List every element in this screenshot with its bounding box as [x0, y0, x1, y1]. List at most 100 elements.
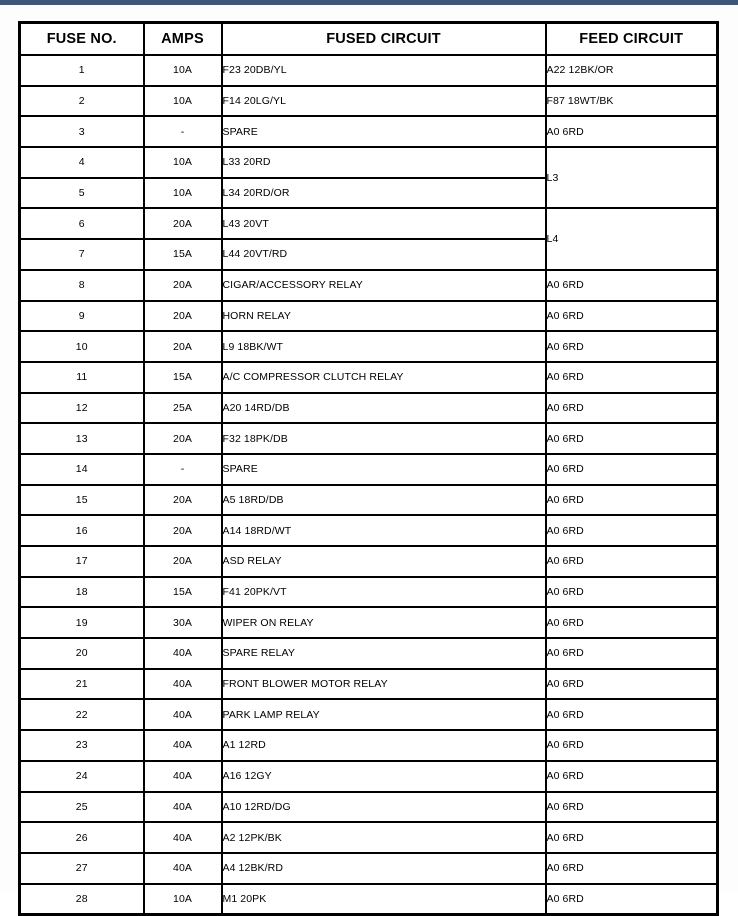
- table-row: 1 10A F23 20DB/YL A22 12BK/OR: [18, 54, 719, 87]
- cell-fused-circuit: WIPER ON RELAY: [220, 606, 547, 640]
- cell-feed-circuit: A0 6RD: [544, 330, 719, 363]
- cell-amps: 10A: [142, 84, 223, 118]
- cell-fuse-no: 2: [18, 84, 145, 118]
- cell-fuse-no: 28: [18, 882, 145, 916]
- cell-amps: 15A: [142, 575, 223, 609]
- table-row: 12 25A A20 14RD/DB A0 6RD: [18, 391, 719, 425]
- cell-amps: 15A: [142, 360, 223, 394]
- column-header-fuse-no: FUSE NO.: [18, 21, 145, 56]
- table-row: 18 15A F41 20PK/VT A0 6RD: [18, 575, 719, 609]
- table-row: 17 20A ASD RELAY A0 6RD: [18, 545, 719, 578]
- cell-amps: 20A: [142, 299, 223, 333]
- cell-fuse-no: 11: [18, 360, 145, 394]
- cell-amps: 40A: [142, 851, 223, 885]
- table-row: 28 10A M1 20PK A0 6RD: [18, 882, 719, 916]
- cell-feed-circuit: A0 6RD: [544, 698, 719, 732]
- table-row: 2 10A F14 20LG/YL F87 18WT/BK: [18, 84, 719, 118]
- cell-fuse-no: 23: [18, 729, 145, 762]
- cell-amps: 20A: [142, 422, 223, 455]
- table-row: 15 20A A5 18RD/DB A0 6RD: [18, 483, 719, 517]
- cell-feed-circuit: A0 6RD: [544, 483, 719, 517]
- table-row: 9 20A HORN RELAY A0 6RD: [18, 299, 719, 333]
- cell-fused-circuit: ASD RELAY: [220, 545, 547, 578]
- cell-fused-circuit: A16 12GY: [220, 759, 547, 793]
- cell-fused-circuit: SPARE: [220, 115, 547, 149]
- cell-feed-circuit: A0 6RD: [544, 452, 719, 486]
- cell-fuse-no: 17: [18, 545, 145, 578]
- table-row: 19 30A WIPER ON RELAY A0 6RD: [18, 606, 719, 640]
- cell-fuse-no: 26: [18, 821, 145, 854]
- cell-feed-circuit-merged: L4: [544, 207, 719, 271]
- cell-feed-circuit: A0 6RD: [544, 882, 719, 916]
- cell-amps: 10A: [142, 54, 223, 87]
- cell-fused-circuit: A14 18RD/WT: [220, 514, 547, 547]
- cell-fused-circuit: L9 18BK/WT: [220, 330, 547, 363]
- fuse-table-container: FUSE NO. AMPS FUSED CIRCUIT FEED CIRCUIT…: [18, 21, 719, 916]
- cell-amps: 10A: [142, 882, 223, 916]
- cell-amps: 20A: [142, 268, 223, 302]
- cell-fused-circuit: F23 20DB/YL: [220, 54, 547, 87]
- cell-feed-circuit: A0 6RD: [544, 360, 719, 394]
- cell-feed-circuit: F87 18WT/BK: [544, 84, 719, 118]
- cell-fused-circuit: A1 12RD: [220, 729, 547, 762]
- cell-amps: 40A: [142, 821, 223, 854]
- table-row: 26 40A A2 12PK/BK A0 6RD: [18, 821, 719, 854]
- cell-fuse-no: 5: [18, 176, 145, 210]
- table-row: 8 20A CIGAR/ACCESSORY RELAY A0 6RD: [18, 268, 719, 302]
- cell-feed-circuit: A0 6RD: [544, 575, 719, 609]
- cell-amps: 40A: [142, 637, 223, 670]
- cell-amps: 40A: [142, 698, 223, 732]
- cell-amps: 20A: [142, 545, 223, 578]
- cell-fuse-no: 15: [18, 483, 145, 517]
- table-row: 10 20A L9 18BK/WT A0 6RD: [18, 330, 719, 363]
- cell-fused-circuit: FRONT BLOWER MOTOR RELAY: [220, 667, 547, 701]
- cell-fused-circuit: F41 20PK/VT: [220, 575, 547, 609]
- cell-fused-circuit: L44 20VT/RD: [220, 238, 547, 271]
- cell-fuse-no: 18: [18, 575, 145, 609]
- cell-fused-circuit: F32 18PK/DB: [220, 422, 547, 455]
- cell-fuse-no: 6: [18, 207, 145, 241]
- cell-amps: 15A: [142, 238, 223, 271]
- table-row: 21 40A FRONT BLOWER MOTOR RELAY A0 6RD: [18, 667, 719, 701]
- table-body: 1 10A F23 20DB/YL A22 12BK/OR 2 10A F14 20LG/Y…: [18, 54, 719, 916]
- cell-amps: -: [142, 452, 223, 486]
- cell-fused-circuit: L34 20RD/OR: [220, 176, 547, 210]
- cell-fuse-no: 12: [18, 391, 145, 425]
- table-row: 22 40A PARK LAMP RELAY A0 6RD: [18, 698, 719, 732]
- column-header-fused-circuit: FUSED CIRCUIT: [220, 21, 547, 56]
- cell-fused-circuit: A20 14RD/DB: [220, 391, 547, 425]
- table-row: 27 40A A4 12BK/RD A0 6RD: [18, 851, 719, 885]
- table-row: 3- SPARE A0 6RD: [18, 115, 719, 149]
- table-header: FUSE NO. AMPS FUSED CIRCUIT FEED CIRCUIT: [18, 21, 719, 56]
- cell-fuse-no: 1: [18, 54, 145, 87]
- cell-fuse-no: 7: [18, 238, 145, 271]
- cell-fused-circuit: A10 12RD/DG: [220, 790, 547, 824]
- table-row: 23 40A A1 12RD A0 6RD: [18, 729, 719, 762]
- cell-feed-circuit: A22 12BK/OR: [544, 54, 719, 87]
- cell-amps: 40A: [142, 759, 223, 793]
- cell-feed-circuit: A0 6RD: [544, 391, 719, 425]
- table-row: 5 10A L34 20RD/OR: [18, 176, 718, 210]
- cell-amps: 25A: [142, 391, 223, 425]
- cell-feed-circuit: A0 6RD: [544, 422, 719, 455]
- cell-feed-circuit: A0 6RD: [544, 790, 719, 824]
- cell-fused-circuit: HORN RELAY: [220, 299, 547, 333]
- table-row: 14- SPARE A0 6RD: [18, 452, 719, 486]
- cell-amps: 40A: [142, 667, 223, 701]
- cell-feed-circuit: A0 6RD: [544, 667, 719, 701]
- cell-feed-circuit: A0 6RD: [544, 759, 719, 793]
- cell-fused-circuit: SPARE RELAY: [220, 637, 547, 670]
- cell-fused-circuit: A5 18RD/DB: [220, 483, 547, 517]
- table-row: 4 10A L33 20RD L3: [18, 146, 719, 210]
- cell-fused-circuit: CIGAR/ACCESSORY RELAY: [220, 268, 547, 302]
- cell-amps: 20A: [142, 514, 223, 547]
- cell-feed-circuit-merged: L3: [544, 146, 719, 210]
- cell-fuse-no: 14: [18, 452, 145, 486]
- cell-fused-circuit: L33 20RD: [220, 146, 547, 179]
- table-row: 20 40A SPARE RELAY A0 6RD: [18, 637, 719, 670]
- cell-fuse-no: 16: [18, 514, 145, 547]
- cell-fuse-no: 27: [18, 851, 145, 885]
- cell-fuse-no: 10: [18, 330, 145, 363]
- table-row: 24 40A A16 12GY A0 6RD: [18, 759, 719, 793]
